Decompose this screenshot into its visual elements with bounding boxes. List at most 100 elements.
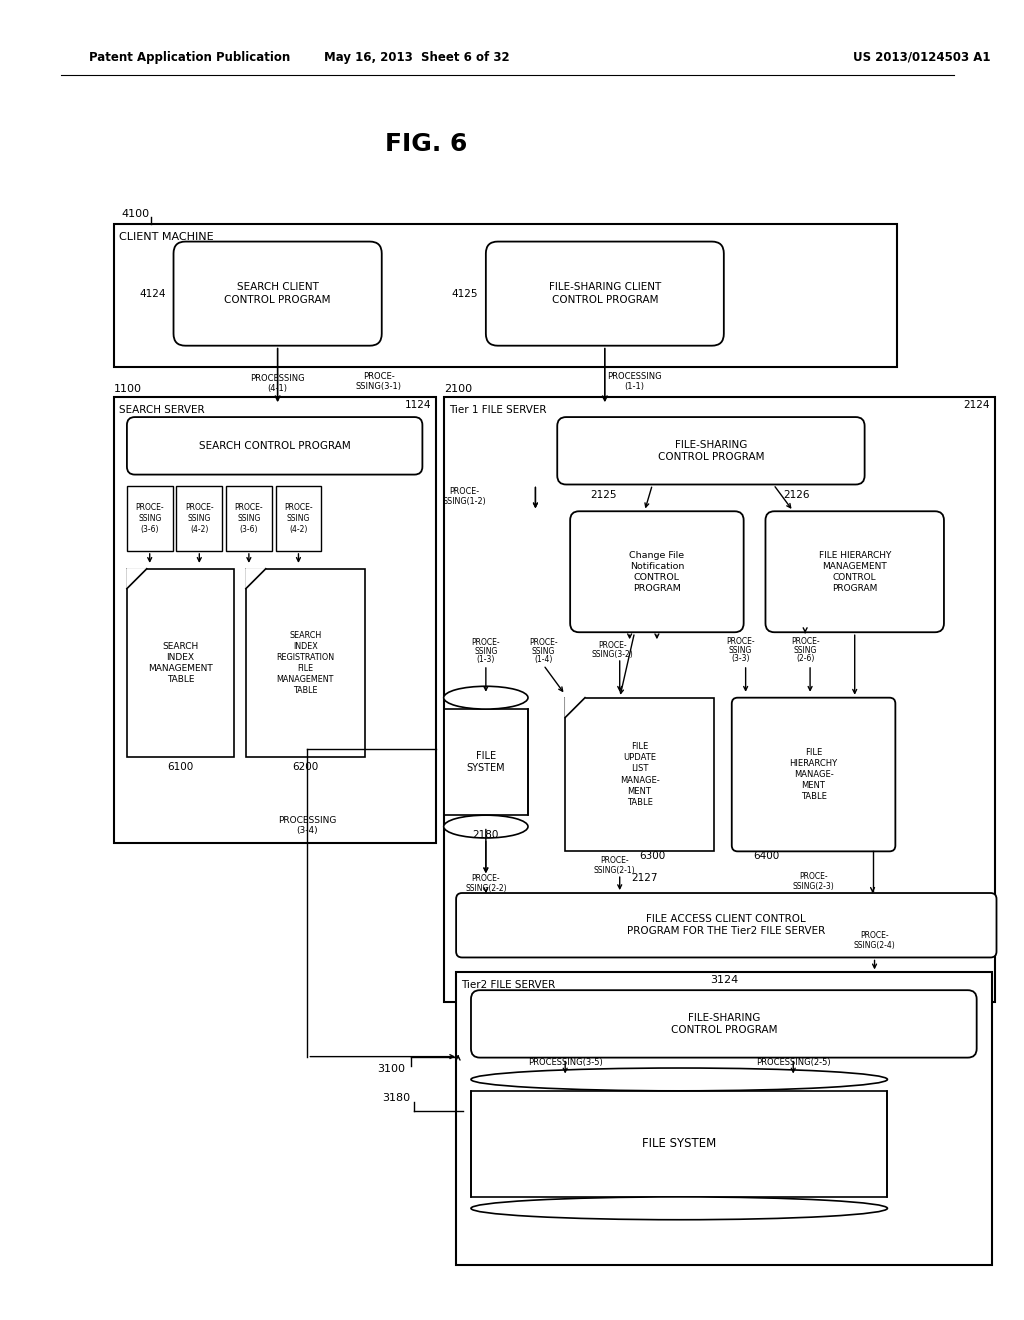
Text: FILE HIERARCHY
MANAGEMENT
CONTROL
PROGRAM: FILE HIERARCHY MANAGEMENT CONTROL PROGRA… — [818, 550, 891, 593]
Text: (1-1): (1-1) — [625, 381, 644, 391]
Text: PROCE-: PROCE- — [449, 487, 479, 496]
Text: PROCE-: PROCE- — [799, 871, 827, 880]
Text: PROCE-: PROCE- — [471, 638, 500, 647]
Text: SEARCH CONTROL PROGRAM: SEARCH CONTROL PROGRAM — [199, 441, 350, 451]
Text: SSING(1-2): SSING(1-2) — [442, 496, 486, 506]
Text: 3124: 3124 — [710, 975, 738, 985]
Text: PROCE-
SSING
(4-2): PROCE- SSING (4-2) — [284, 503, 312, 535]
Text: 2126: 2126 — [783, 491, 810, 500]
Text: 4125: 4125 — [452, 289, 478, 298]
Text: 6200: 6200 — [292, 762, 318, 772]
Text: PROCE-: PROCE- — [598, 640, 627, 649]
Bar — [127, 487, 172, 550]
Text: SEARCH SERVER: SEARCH SERVER — [119, 405, 205, 414]
Text: FILE
SYSTEM: FILE SYSTEM — [467, 751, 505, 774]
Bar — [565, 698, 714, 851]
Text: 2124: 2124 — [963, 400, 989, 411]
Text: 3100: 3100 — [377, 1064, 404, 1073]
Polygon shape — [565, 698, 585, 718]
Text: 2100: 2100 — [444, 384, 472, 395]
Bar — [275, 487, 322, 550]
Text: PROCE-: PROCE- — [791, 636, 819, 645]
Text: SEARCH CLIENT
CONTROL PROGRAM: SEARCH CLIENT CONTROL PROGRAM — [224, 282, 331, 305]
Text: SSING(2-1): SSING(2-1) — [594, 866, 636, 875]
Text: PROCE-: PROCE- — [362, 372, 394, 381]
Text: (3-4): (3-4) — [297, 826, 318, 836]
FancyBboxPatch shape — [471, 990, 977, 1057]
Text: SSING(2-2): SSING(2-2) — [465, 883, 507, 892]
Bar — [443, 709, 528, 816]
Ellipse shape — [443, 686, 528, 709]
Text: FILE SYSTEM: FILE SYSTEM — [642, 1138, 717, 1150]
Text: SSING(2-4): SSING(2-4) — [854, 941, 895, 950]
Text: SSING: SSING — [794, 645, 817, 655]
Text: SSING(3-1): SSING(3-1) — [355, 381, 401, 391]
Text: PROCE-
SSING
(4-2): PROCE- SSING (4-2) — [185, 503, 214, 535]
Text: Change File
Notification
CONTROL
PROGRAM: Change File Notification CONTROL PROGRAM — [630, 550, 684, 593]
Bar — [114, 223, 897, 367]
FancyBboxPatch shape — [557, 417, 864, 484]
Text: 4124: 4124 — [139, 289, 166, 298]
Text: 1124: 1124 — [404, 400, 431, 411]
Bar — [114, 397, 436, 843]
Text: PROCE-
SSING
(3-6): PROCE- SSING (3-6) — [135, 503, 164, 535]
Polygon shape — [246, 569, 266, 589]
Text: PROCESSING: PROCESSING — [607, 372, 662, 381]
Bar — [471, 1090, 888, 1197]
Text: FILE-SHARING
CONTROL PROGRAM: FILE-SHARING CONTROL PROGRAM — [657, 440, 764, 462]
Ellipse shape — [471, 1197, 888, 1220]
Text: (1-4): (1-4) — [535, 655, 553, 664]
Bar — [127, 569, 234, 758]
Text: 2125: 2125 — [590, 491, 616, 500]
Text: SEARCH
INDEX
REGISTRATION
FILE
MANAGEMENT
TABLE: SEARCH INDEX REGISTRATION FILE MANAGEMEN… — [276, 631, 335, 696]
Text: PROCE-: PROCE- — [726, 636, 755, 645]
Text: 4100: 4100 — [121, 209, 150, 219]
Bar — [246, 569, 365, 758]
Text: FILE ACCESS CLIENT CONTROL
PROGRAM FOR THE Tier2 FILE SERVER: FILE ACCESS CLIENT CONTROL PROGRAM FOR T… — [627, 913, 825, 936]
Text: (3-3): (3-3) — [731, 653, 750, 663]
Bar — [226, 487, 271, 550]
Text: PROCESSING(3-5): PROCESSING(3-5) — [527, 1059, 602, 1067]
Text: FILE
UPDATE
LIST
MANAGE-
MENT
TABLE: FILE UPDATE LIST MANAGE- MENT TABLE — [620, 742, 659, 807]
Text: PROCE-: PROCE- — [471, 874, 500, 883]
Text: SSING: SSING — [729, 645, 753, 655]
FancyBboxPatch shape — [173, 242, 382, 346]
Text: May 16, 2013  Sheet 6 of 32: May 16, 2013 Sheet 6 of 32 — [324, 50, 509, 63]
Text: PROCE-: PROCE- — [600, 855, 629, 865]
Text: 6400: 6400 — [754, 851, 780, 862]
Text: 2127: 2127 — [631, 873, 657, 883]
Text: PROCESSING(2-5): PROCESSING(2-5) — [756, 1059, 830, 1067]
Text: 6100: 6100 — [167, 762, 194, 772]
Text: PROCE-
SSING
(3-6): PROCE- SSING (3-6) — [234, 503, 263, 535]
Text: 3180: 3180 — [382, 1093, 410, 1104]
Text: SSING(3-2): SSING(3-2) — [592, 649, 634, 659]
FancyBboxPatch shape — [456, 894, 996, 957]
Text: PROCE-: PROCE- — [860, 931, 889, 940]
Text: (1-3): (1-3) — [476, 655, 495, 664]
Bar — [456, 973, 991, 1265]
Text: SEARCH
INDEX
MANAGEMENT
TABLE: SEARCH INDEX MANAGEMENT TABLE — [148, 642, 213, 684]
Text: SSING(2-3): SSING(2-3) — [793, 882, 834, 891]
Polygon shape — [127, 569, 146, 589]
FancyBboxPatch shape — [766, 511, 944, 632]
FancyBboxPatch shape — [485, 242, 724, 346]
Text: FILE-SHARING CLIENT
CONTROL PROGRAM: FILE-SHARING CLIENT CONTROL PROGRAM — [549, 282, 660, 305]
Bar — [176, 487, 222, 550]
Text: PROCESSING: PROCESSING — [250, 374, 305, 383]
Text: SSING: SSING — [531, 647, 555, 656]
Bar — [444, 397, 994, 1002]
Text: FIG. 6: FIG. 6 — [385, 132, 468, 156]
Ellipse shape — [443, 816, 528, 838]
Text: 1100: 1100 — [114, 384, 142, 395]
Ellipse shape — [471, 1068, 888, 1090]
FancyBboxPatch shape — [732, 698, 895, 851]
Text: Patent Application Publication: Patent Application Publication — [89, 50, 291, 63]
Text: US 2013/0124503 A1: US 2013/0124503 A1 — [853, 50, 990, 63]
FancyBboxPatch shape — [570, 511, 743, 632]
Text: (2-6): (2-6) — [796, 653, 814, 663]
Text: SSING: SSING — [474, 647, 498, 656]
Text: FILE-SHARING
CONTROL PROGRAM: FILE-SHARING CONTROL PROGRAM — [671, 1012, 777, 1035]
Text: 2180: 2180 — [473, 829, 499, 840]
Text: Tier2 FILE SERVER: Tier2 FILE SERVER — [461, 981, 555, 990]
FancyBboxPatch shape — [127, 417, 422, 475]
